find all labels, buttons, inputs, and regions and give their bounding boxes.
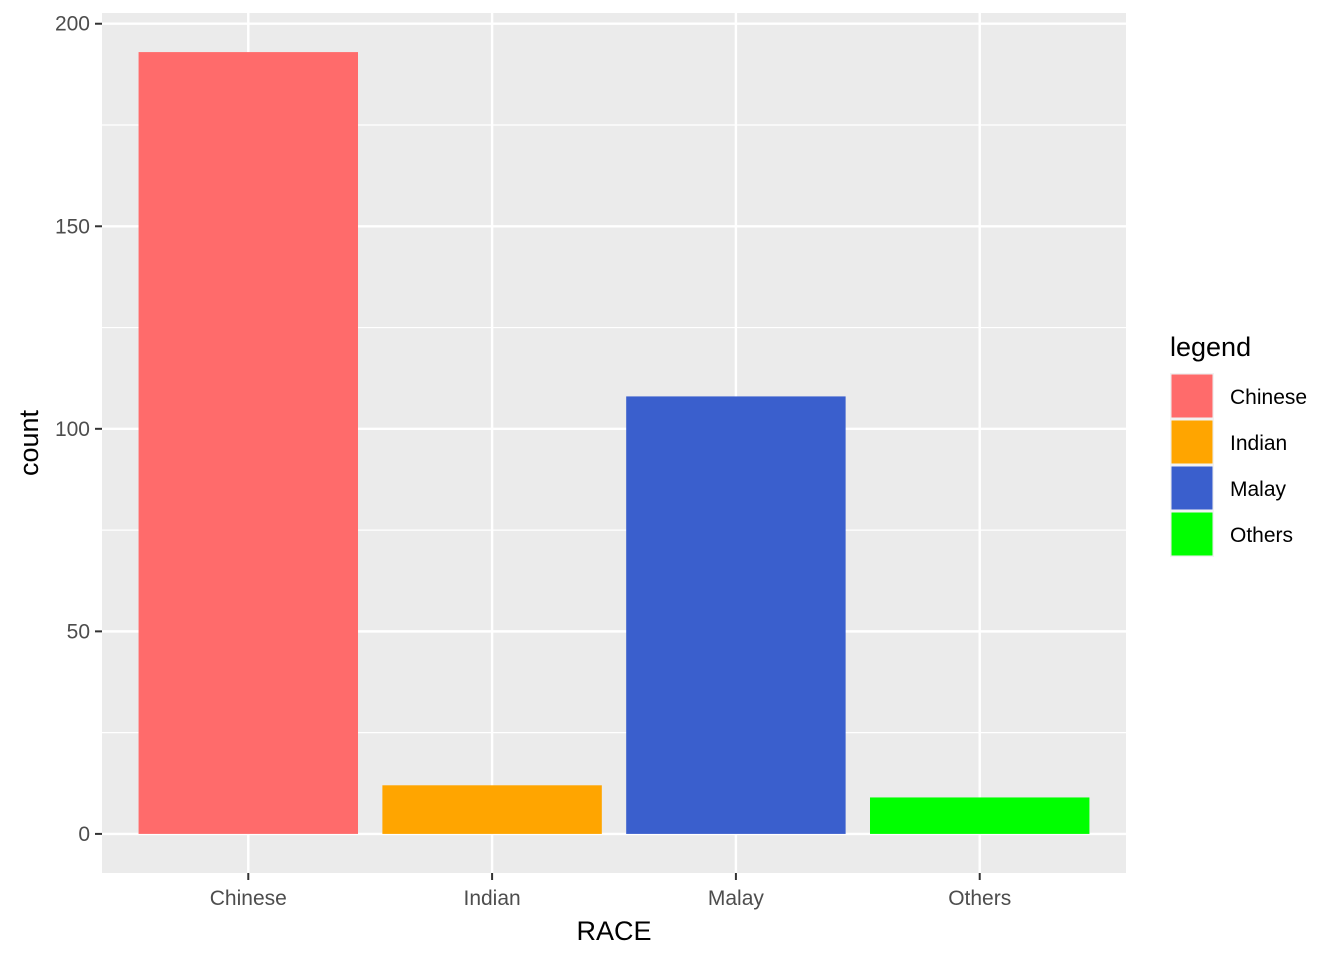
bar-malay <box>626 396 846 834</box>
x-tick-label: Others <box>948 887 1011 910</box>
legend-key-indian <box>1171 420 1213 464</box>
legend-label: Malay <box>1230 478 1287 501</box>
y-axis-title: count <box>14 409 44 476</box>
x-tick-label: Malay <box>708 887 765 910</box>
y-tick-label: 100 <box>55 418 90 441</box>
bar-indian <box>382 785 602 834</box>
legend-title: legend <box>1170 332 1251 362</box>
legend-key-malay <box>1171 466 1213 510</box>
y-tick-label: 50 <box>67 620 90 643</box>
x-tick-label: Chinese <box>210 887 287 910</box>
legend-label: Others <box>1230 524 1293 547</box>
y-axis: 0 50 100 150 200 <box>55 13 102 846</box>
legend-key-others <box>1171 512 1213 556</box>
legend-key-chinese <box>1171 374 1213 418</box>
x-axis: Chinese Indian Malay Others <box>210 873 1011 910</box>
bars <box>138 52 1090 834</box>
x-tick-label: Indian <box>463 887 520 910</box>
legend-label: Indian <box>1230 432 1287 455</box>
bar-chinese <box>138 52 358 834</box>
legend-label: Chinese <box>1230 386 1307 409</box>
bar-others <box>870 797 1090 834</box>
y-tick-label: 0 <box>78 823 90 846</box>
y-tick-label: 200 <box>55 13 90 36</box>
x-axis-title: RACE <box>576 916 651 946</box>
legend: legend Chinese Indian Malay Others <box>1170 332 1307 557</box>
y-tick-label: 150 <box>55 215 90 238</box>
